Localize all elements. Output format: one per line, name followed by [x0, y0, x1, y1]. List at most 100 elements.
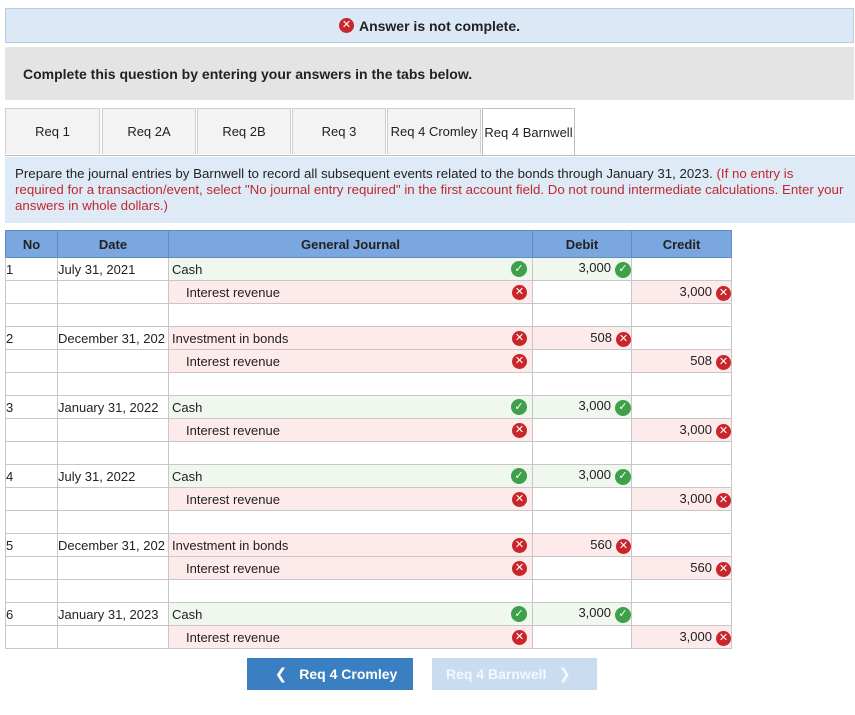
- credit-field[interactable]: 560 ✕: [631, 556, 732, 580]
- tab-req-4-barnwell[interactable]: Req 4 Barnwell: [482, 108, 575, 156]
- debit-field[interactable]: 560 ✕: [532, 533, 632, 557]
- tab-req-3[interactable]: Req 3: [292, 108, 386, 154]
- spacer-row: [5, 579, 732, 603]
- row-number: [5, 280, 58, 304]
- account-status: ✓: [511, 468, 527, 484]
- date-select[interactable]: January 31, 2023: [57, 602, 169, 626]
- debit-field[interactable]: 3,000 ✓: [532, 464, 632, 488]
- account-field[interactable]: Cash ✓: [168, 395, 533, 419]
- error-icon: ✕: [512, 330, 527, 346]
- check-icon: ✓: [615, 399, 631, 416]
- debit-field[interactable]: [532, 280, 632, 304]
- credit-amount: 3,000: [679, 283, 712, 299]
- date-select[interactable]: [57, 625, 169, 649]
- instruction-bar: Complete this question by entering your …: [5, 47, 854, 100]
- account-field[interactable]: Cash ✓: [168, 257, 533, 281]
- credit-field[interactable]: [631, 533, 732, 557]
- date-select[interactable]: [57, 487, 169, 511]
- debit-field[interactable]: 3,000 ✓: [532, 257, 632, 281]
- debit-field[interactable]: 3,000 ✓: [532, 602, 632, 626]
- error-icon: ✕: [716, 561, 731, 577]
- account-name: Interest revenue: [186, 491, 280, 507]
- answer-status-banner: ✕ Answer is not complete.: [5, 8, 854, 43]
- credit-field[interactable]: 3,000 ✕: [631, 418, 732, 442]
- row-number: [5, 625, 58, 649]
- account-field[interactable]: Investment in bonds ✕: [168, 326, 533, 350]
- debit-amount: 560: [590, 536, 612, 552]
- account-field[interactable]: Interest revenue ✕: [168, 349, 533, 373]
- row-number: [5, 487, 58, 511]
- credit-field[interactable]: [631, 395, 732, 419]
- instruction-text: Complete this question by entering your …: [23, 65, 473, 82]
- debit-field[interactable]: [532, 418, 632, 442]
- tab-req-2a[interactable]: Req 2A: [102, 108, 196, 154]
- error-icon: ✕: [616, 331, 631, 347]
- date-select[interactable]: January 31, 2022: [57, 395, 169, 419]
- credit-field[interactable]: [631, 602, 732, 626]
- table-row: 5 December 31, 202 Investment in bonds ✕ 560…: [5, 533, 732, 557]
- account-field[interactable]: Interest revenue ✕: [168, 556, 533, 580]
- date-select[interactable]: [57, 418, 169, 442]
- debit-field[interactable]: [532, 556, 632, 580]
- chevron-right-icon: ❯: [558, 666, 571, 683]
- date-select[interactable]: July 31, 2022: [57, 464, 169, 488]
- error-icon: ✕: [512, 284, 527, 300]
- debit-field[interactable]: [532, 487, 632, 511]
- account-name: Investment in bonds: [172, 330, 289, 346]
- account-name: Interest revenue: [186, 560, 280, 576]
- account-field[interactable]: Cash ✓: [168, 464, 533, 488]
- debit-amount: 508: [590, 329, 612, 345]
- account-status: ✕: [512, 560, 527, 576]
- date-select[interactable]: [57, 349, 169, 373]
- date-select[interactable]: December 31, 202: [57, 533, 169, 557]
- requirement-tabs: Req 1 Req 2A Req 2B Req 3 Req 4 Cromley …: [5, 108, 855, 156]
- debit-field[interactable]: [532, 349, 632, 373]
- table-row: Interest revenue ✕ 560 ✕: [5, 556, 732, 580]
- next-tab-button[interactable]: Req 4 Barnwell ❯: [432, 658, 597, 690]
- row-number: 2: [5, 326, 58, 350]
- credit-field[interactable]: [631, 257, 732, 281]
- account-status: ✓: [511, 606, 527, 622]
- credit-field[interactable]: 508 ✕: [631, 349, 732, 373]
- tab-req-2b[interactable]: Req 2B: [197, 108, 291, 154]
- prompt-main: Prepare the journal entries by Barnwell …: [15, 166, 713, 181]
- account-field[interactable]: Interest revenue ✕: [168, 280, 533, 304]
- account-field[interactable]: Interest revenue ✕: [168, 487, 533, 511]
- account-status: ✕: [512, 353, 527, 369]
- col-header-credit: Credit: [631, 230, 732, 258]
- prev-tab-button[interactable]: ❮ Req 4 Cromley: [247, 658, 413, 690]
- tab-divider: [5, 155, 855, 156]
- credit-field[interactable]: [631, 464, 732, 488]
- debit-amount: 3,000: [578, 467, 611, 483]
- col-header-date: Date: [57, 230, 169, 258]
- tab-req-4-cromley[interactable]: Req 4 Cromley: [387, 108, 481, 154]
- credit-field[interactable]: [631, 326, 732, 350]
- date-select[interactable]: July 31, 2021: [57, 257, 169, 281]
- debit-field[interactable]: 508 ✕: [532, 326, 632, 350]
- row-number: 3: [5, 395, 58, 419]
- date-select[interactable]: [57, 556, 169, 580]
- account-name: Interest revenue: [186, 629, 280, 645]
- account-field[interactable]: Interest revenue ✕: [168, 625, 533, 649]
- date-select[interactable]: [57, 280, 169, 304]
- error-icon: ✕: [716, 285, 731, 301]
- debit-field[interactable]: 3,000 ✓: [532, 395, 632, 419]
- credit-amount: 3,000: [679, 490, 712, 506]
- account-field[interactable]: Cash ✓: [168, 602, 533, 626]
- account-field[interactable]: Investment in bonds ✕: [168, 533, 533, 557]
- question-prompt: Prepare the journal entries by Barnwell …: [5, 157, 855, 223]
- error-icon: ✕: [512, 560, 527, 576]
- credit-field[interactable]: 3,000 ✕: [631, 280, 732, 304]
- error-icon: ✕: [512, 537, 527, 553]
- error-icon: ✕: [338, 18, 354, 33]
- account-status: ✕: [512, 491, 527, 507]
- credit-field[interactable]: 3,000 ✕: [631, 487, 732, 511]
- credit-field[interactable]: 3,000 ✕: [631, 625, 732, 649]
- error-icon: ✕: [512, 491, 527, 507]
- account-name: Investment in bonds: [172, 537, 289, 553]
- debit-amount: 3,000: [578, 605, 611, 621]
- tab-req-1[interactable]: Req 1: [5, 108, 100, 154]
- date-select[interactable]: December 31, 202: [57, 326, 169, 350]
- debit-field[interactable]: [532, 625, 632, 649]
- account-field[interactable]: Interest revenue ✕: [168, 418, 533, 442]
